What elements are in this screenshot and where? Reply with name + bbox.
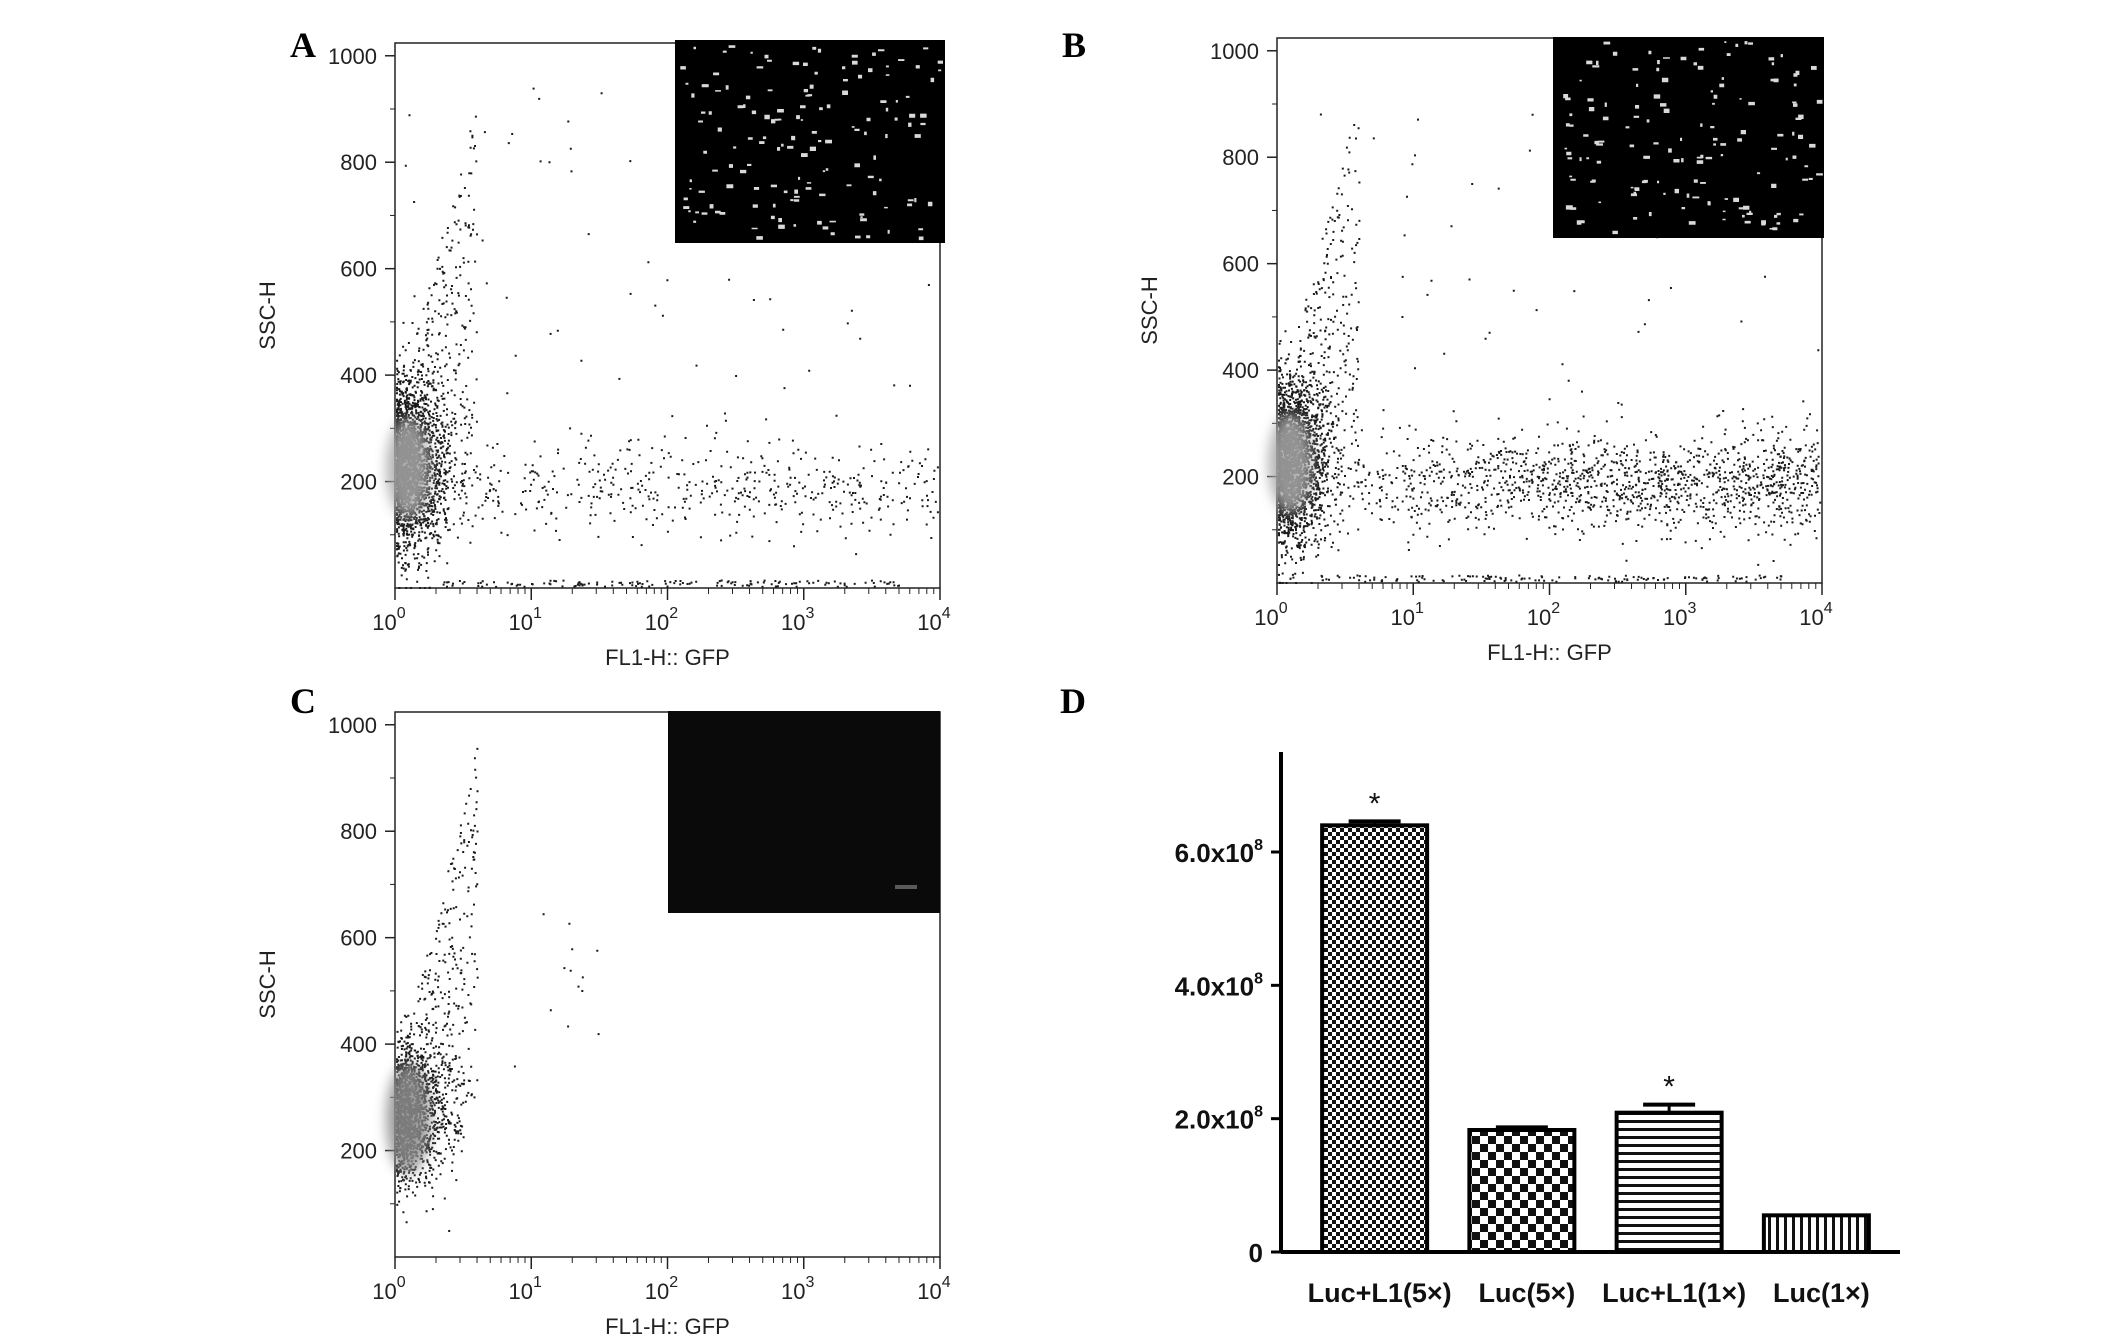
x-tick-label: 104 xyxy=(1799,600,1832,630)
y-tick-label: 800 xyxy=(340,819,377,844)
y-tick-label: 1000 xyxy=(1210,39,1259,64)
scatter-dots xyxy=(396,747,600,1232)
bar-y-tick-label: 2.0x108 xyxy=(1175,1104,1264,1135)
scatter-points xyxy=(396,747,600,1232)
panel-letter-d: D xyxy=(1060,681,1086,721)
density-core xyxy=(1268,413,1313,514)
x-tick-label: 102 xyxy=(645,1274,678,1304)
x-tick-label: 104 xyxy=(917,605,950,635)
y-axis-label: SSC-H xyxy=(255,950,280,1018)
inset-micrograph xyxy=(675,40,945,243)
x-axis-label: FL1-H:: GFP xyxy=(605,1314,730,1339)
x-tick-label: 103 xyxy=(781,605,814,635)
x-tick-label: 103 xyxy=(1663,600,1696,630)
y-axis-label: SSC-H xyxy=(1137,276,1162,344)
y-tick-label: 200 xyxy=(1222,465,1259,490)
x-tick-label: 104 xyxy=(917,1274,950,1304)
density-core xyxy=(386,418,431,519)
x-tick-label: 101 xyxy=(509,605,542,635)
bar xyxy=(1467,1128,1577,1254)
panel-letter-c: C xyxy=(290,681,316,721)
inset-micrograph xyxy=(668,711,940,913)
inset-micrograph xyxy=(1553,37,1824,238)
y-axis-label: SSC-H xyxy=(255,281,280,349)
y-tick-label: 200 xyxy=(340,1139,377,1164)
x-tick-label: 101 xyxy=(509,1274,542,1304)
scale-bar xyxy=(895,885,917,889)
bar xyxy=(1614,1110,1724,1254)
significance-marker: * xyxy=(1663,1071,1675,1104)
y-tick-label: 400 xyxy=(340,363,377,388)
y-tick-label: 400 xyxy=(340,1032,377,1057)
bar-y-tick-label: 6.0x108 xyxy=(1175,837,1264,868)
x-tick-label: 102 xyxy=(1527,600,1560,630)
bar-y-tick-label: 4.0x108 xyxy=(1175,970,1264,1001)
x-tick-label: 100 xyxy=(1254,600,1287,630)
x-axis-label: FL1-H:: GFP xyxy=(1487,640,1612,665)
y-tick-label: 800 xyxy=(1222,145,1259,170)
x-tick-label: 100 xyxy=(372,1274,405,1304)
bar-chart-panel: 0 2.0x108 4.0x108 6.0x108 * Luc+L1(5×) Luc(5×)… xyxy=(1175,752,1900,1308)
bar-category-label: Luc(5×) xyxy=(1478,1278,1575,1308)
bar-category-label: Luc+L1(5×) xyxy=(1308,1278,1452,1308)
x-tick-label: 102 xyxy=(645,605,678,635)
x-axis-label: FL1-H:: GFP xyxy=(605,645,730,670)
inset-background xyxy=(668,711,940,913)
density-core xyxy=(386,1063,431,1174)
y-tick-label: 400 xyxy=(1222,358,1259,383)
y-tick-label: 1000 xyxy=(328,44,377,69)
y-tick-label: 200 xyxy=(340,470,377,495)
y-tick-label: 600 xyxy=(340,926,377,951)
bar xyxy=(1320,823,1430,1254)
inset-background xyxy=(1553,37,1824,238)
x-tick-label: 103 xyxy=(781,1274,814,1304)
panel-letter-b: B xyxy=(1062,25,1086,65)
panel-letter-a: A xyxy=(290,25,316,65)
y-tick-label: 800 xyxy=(340,150,377,175)
significance-marker: * xyxy=(1369,787,1381,820)
x-tick-label: 100 xyxy=(372,605,405,635)
y-tick-label: 600 xyxy=(340,257,377,282)
bar xyxy=(1761,1213,1871,1255)
inset-background xyxy=(675,40,945,243)
bar-category-label: Luc(1×) xyxy=(1773,1278,1870,1308)
x-tick-label: 101 xyxy=(1391,600,1424,630)
y-tick-label: 600 xyxy=(1222,252,1259,277)
bar-y-tick-label: 0 xyxy=(1249,1238,1263,1268)
bar-category-label: Luc+L1(1×) xyxy=(1602,1278,1746,1308)
y-tick-label: 1000 xyxy=(328,713,377,738)
